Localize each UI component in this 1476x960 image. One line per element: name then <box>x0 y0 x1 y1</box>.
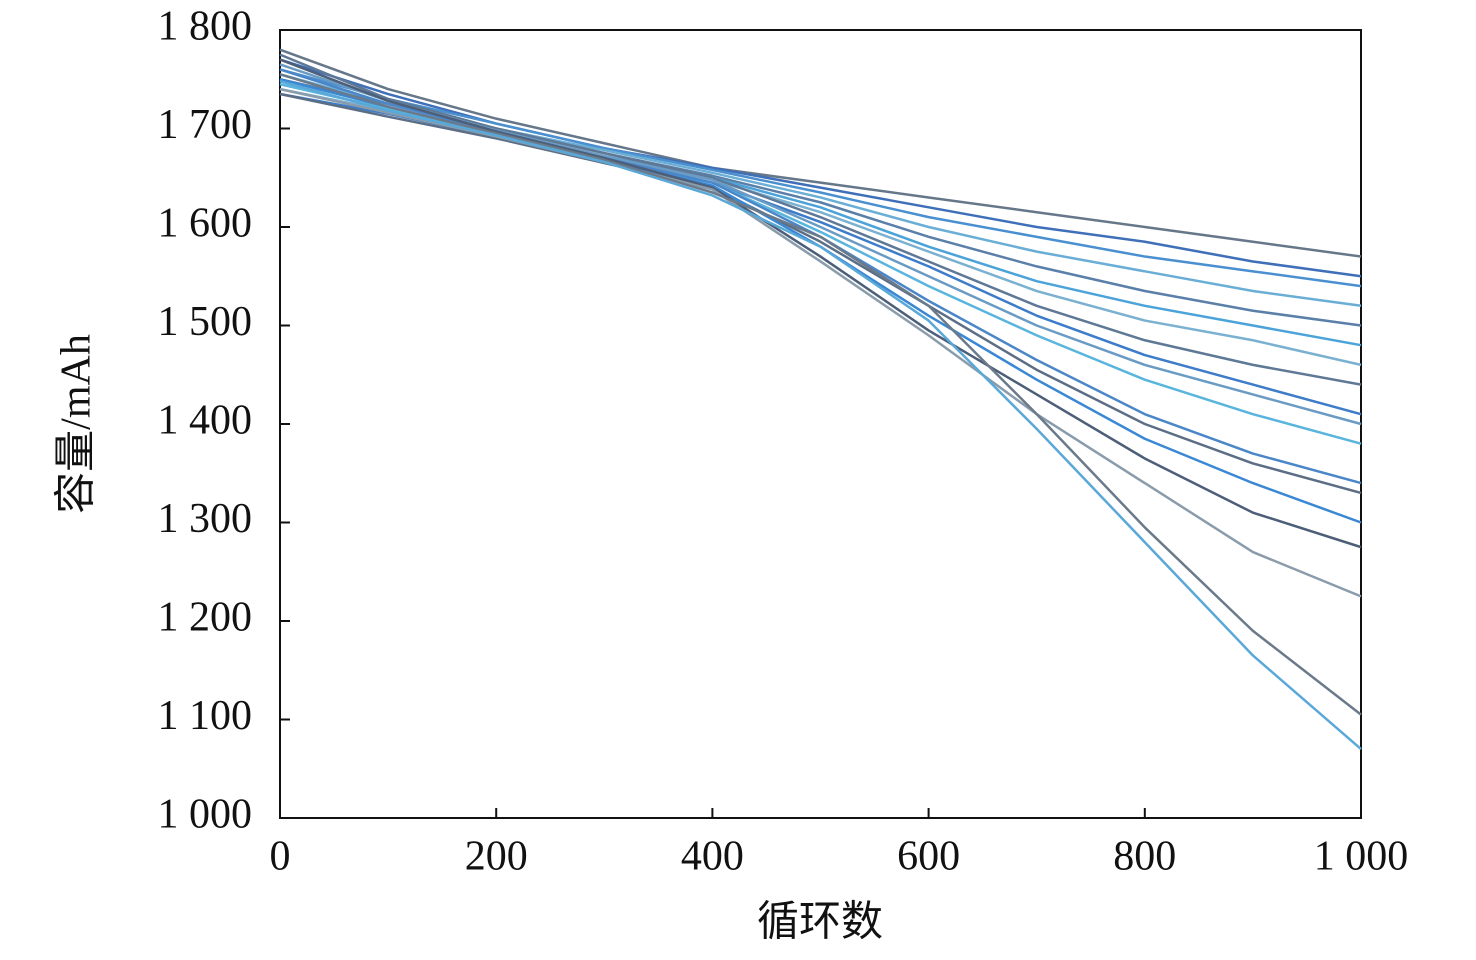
x-axis-title: 循环数 <box>757 900 883 946</box>
y-tick-label: 1 400 <box>158 398 253 444</box>
y-tick-label: 1 300 <box>158 496 253 542</box>
x-tick-label: 1 000 <box>1314 834 1409 880</box>
series-line <box>279 92 1362 495</box>
x-tick-label: 200 <box>465 834 528 880</box>
x-tick-label: 800 <box>1113 834 1176 880</box>
series-line <box>279 68 1362 485</box>
series-line <box>279 80 1362 750</box>
x-tick-label: 400 <box>681 834 744 880</box>
series-line <box>279 92 1362 416</box>
x-tick-label: 600 <box>897 834 960 880</box>
y-tick-label: 1 600 <box>158 201 253 247</box>
y-tick-label: 1 800 <box>158 4 253 50</box>
series-line <box>279 58 1362 549</box>
y-tick-label: 1 200 <box>158 595 253 641</box>
series-line <box>279 48 1362 258</box>
x-tick-label: 0 <box>270 834 291 880</box>
series-line <box>279 53 1362 386</box>
y-tick-label: 1 700 <box>158 102 253 148</box>
series-line <box>279 73 1362 716</box>
series-line <box>279 58 1362 278</box>
plot-frame <box>279 29 1362 819</box>
series-line <box>279 87 1362 598</box>
y-tick-label: 1 100 <box>158 693 253 739</box>
series-line <box>279 68 1362 288</box>
y-tick-label: 1 000 <box>158 792 253 838</box>
y-axis-title: 容量/mAh <box>53 334 100 514</box>
y-tick-label: 1 500 <box>158 299 253 345</box>
